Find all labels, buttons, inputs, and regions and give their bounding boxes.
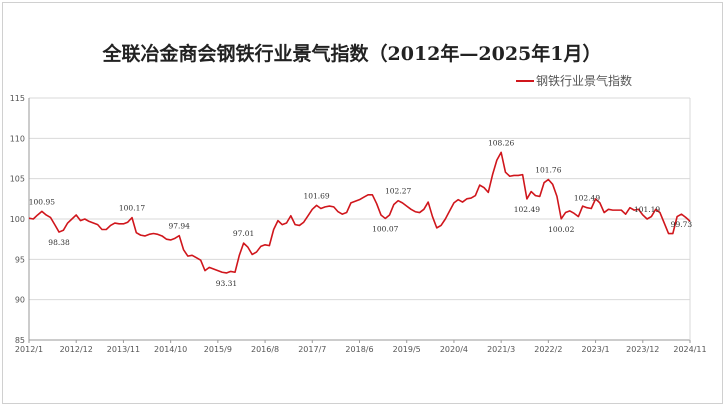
data-label: 101.19 xyxy=(634,205,660,214)
data-label: 101.76 xyxy=(535,165,561,174)
series-group xyxy=(28,151,691,274)
x-tick-label: 2023/1 xyxy=(581,345,609,354)
legend-label: 钢铁行业景气指数 xyxy=(536,73,632,88)
y-tick-label: 90 xyxy=(15,296,25,305)
data-label: 99.73 xyxy=(671,220,693,229)
data-label: 97.94 xyxy=(168,222,190,231)
data-label: 102.49 xyxy=(514,205,540,214)
x-tick-label: 2014/10 xyxy=(154,345,187,354)
y-tick-label: 110 xyxy=(10,134,25,143)
data-label: 100.02 xyxy=(548,225,574,234)
y-tick-label: 105 xyxy=(10,175,25,184)
x-tick-label: 2012/1 xyxy=(15,345,43,354)
data-label: 100.07 xyxy=(372,224,398,233)
chart-title: 全联冶金商会钢铁行业景气指数（2012年—2025年1月） xyxy=(102,42,602,65)
y-tick-label: 85 xyxy=(15,336,25,345)
y-axis: 85 90 95 100 105 110 115 xyxy=(10,94,30,345)
data-label: 93.31 xyxy=(216,279,237,288)
x-tick-label: 2017/7 xyxy=(298,345,326,354)
x-tick-label: 2013/11 xyxy=(107,345,140,354)
data-labels: 100.95 98.38 100.17 97.94 93.31 97.01 101.69 10… xyxy=(29,138,693,288)
y-tick-label: 95 xyxy=(15,255,25,264)
x-tick-label: 2021/3 xyxy=(487,345,515,354)
data-label: 102.49 xyxy=(574,194,600,203)
x-tick-label: 2016/8 xyxy=(251,345,279,354)
x-tick-label: 2019/5 xyxy=(393,345,421,354)
series-line xyxy=(28,151,691,274)
y-tick-label: 100 xyxy=(10,215,25,224)
x-tick-label: 2015/9 xyxy=(204,345,232,354)
x-tick-label: 2022/2 xyxy=(534,345,562,354)
data-label: 97.01 xyxy=(233,229,254,238)
gridlines xyxy=(29,97,691,341)
data-label: 108.26 xyxy=(488,138,514,147)
data-label: 100.95 xyxy=(29,197,55,206)
data-label: 102.27 xyxy=(385,187,411,196)
x-tick-label: 2018/6 xyxy=(345,345,373,354)
x-tick-label: 2012/12 xyxy=(60,345,93,354)
x-tick-label: 2020/4 xyxy=(440,345,468,354)
x-tick-label: 2023/12 xyxy=(626,345,659,354)
x-axis: 2012/1 2012/12 2013/11 2014/10 2015/9 2016/8 2… xyxy=(15,340,707,354)
data-label: 98.38 xyxy=(48,238,70,247)
data-label: 101.69 xyxy=(303,191,329,200)
data-label: 100.17 xyxy=(119,204,145,213)
x-tick-label: 2024/11 xyxy=(673,345,706,354)
y-tick-label: 115 xyxy=(10,94,25,103)
legend: 钢铁行业景气指数 xyxy=(516,73,632,88)
